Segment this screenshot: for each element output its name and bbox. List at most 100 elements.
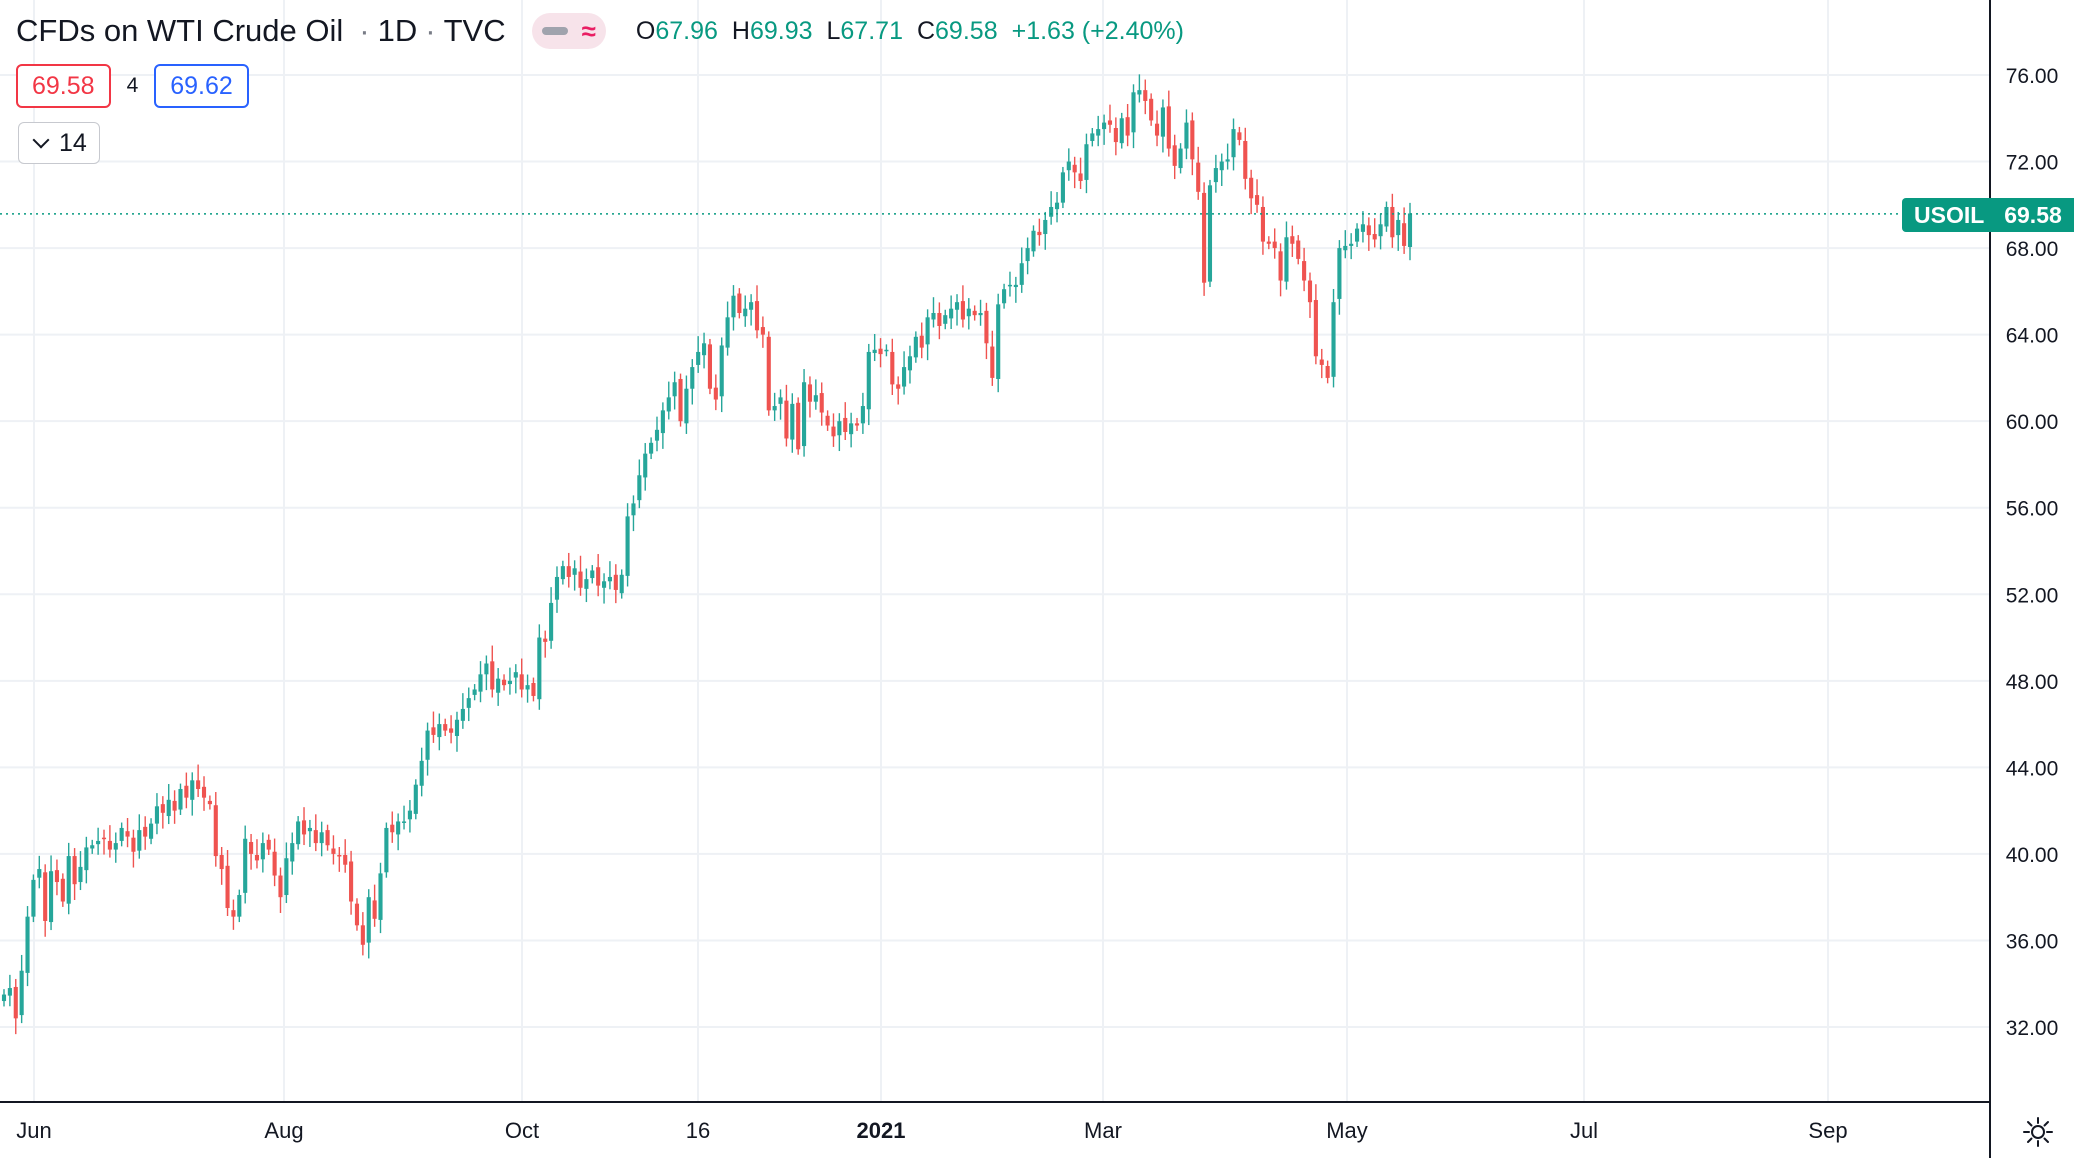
candle	[554, 566, 560, 613]
candle	[813, 379, 818, 410]
candle	[343, 839, 348, 873]
candle	[1390, 193, 1395, 248]
candle	[596, 554, 601, 597]
candle-body	[872, 349, 877, 354]
candle	[1066, 148, 1071, 181]
candle	[696, 336, 701, 373]
candle	[196, 764, 201, 798]
wave-icon[interactable]: ≈	[581, 15, 596, 46]
candle	[13, 978, 18, 1035]
candle	[825, 410, 830, 431]
candle-body	[184, 785, 189, 798]
candle	[672, 371, 677, 410]
candle	[1343, 230, 1348, 259]
y-tick-label: 32.00	[2006, 1017, 2059, 1040]
candle	[1190, 112, 1195, 176]
candle-body	[560, 566, 565, 580]
candle-body	[1066, 161, 1071, 171]
candle	[1360, 211, 1365, 243]
candle-body	[437, 724, 442, 738]
candle	[378, 862, 383, 934]
candle	[1237, 126, 1242, 146]
high-label: H	[731, 16, 750, 45]
candle	[907, 345, 913, 384]
candle	[1302, 247, 1307, 292]
candle-body	[1054, 202, 1060, 210]
candle	[566, 552, 571, 588]
candle	[219, 846, 224, 885]
candle-body	[1072, 164, 1077, 173]
candle	[390, 811, 395, 843]
candle-body	[243, 838, 248, 893]
indicator-toggle[interactable]: ≈	[531, 13, 606, 49]
candle	[1319, 348, 1324, 379]
candle-body	[1202, 192, 1207, 283]
spread-value: 4	[126, 74, 139, 97]
candle-body	[301, 820, 307, 835]
candle-body	[819, 393, 824, 413]
candle-body	[343, 854, 348, 865]
candle	[1172, 134, 1177, 180]
candle	[643, 443, 648, 491]
grid	[0, 0, 1990, 1102]
candle	[1178, 143, 1183, 174]
y-tick-label: 60.00	[2006, 411, 2059, 434]
time-axis[interactable]: Jun Aug Oct 16 2021 Mar May Jul Sep	[16, 1118, 1847, 1143]
price-axis[interactable]: 76.00 72.00 68.00 64.00 60.00 56.00 52.00 48.00…	[2006, 65, 2059, 1040]
candle-body	[307, 827, 312, 832]
candle	[1396, 211, 1401, 251]
candle-body	[1349, 243, 1354, 246]
candle	[937, 302, 942, 340]
candle	[707, 338, 713, 395]
symbol-title[interactable]: CFDs on WTI Crude Oil	[16, 13, 344, 48]
indicator-count: 14	[59, 128, 87, 157]
candle	[31, 874, 36, 923]
candle-body	[1096, 129, 1101, 136]
candle-body	[843, 417, 848, 432]
candle-body	[590, 570, 595, 579]
gear-icon[interactable]	[2022, 1116, 2054, 1148]
candle-body	[443, 724, 448, 731]
candle-body	[996, 304, 1001, 379]
candle-body	[1254, 195, 1260, 205]
candle	[437, 713, 442, 751]
candle	[684, 375, 689, 434]
sell-price-button[interactable]: 69.58	[16, 64, 111, 108]
candle	[1013, 276, 1018, 303]
candle-body	[1313, 300, 1318, 357]
candle-body	[1154, 123, 1160, 136]
candle-body	[696, 351, 701, 365]
candle	[1002, 283, 1007, 309]
candle-body	[1243, 140, 1248, 179]
candle-body	[1172, 145, 1177, 166]
candle-body	[825, 415, 830, 426]
candle	[731, 285, 736, 331]
candle	[1372, 218, 1377, 248]
interval-label[interactable]: 1D	[377, 13, 418, 48]
dash-icon[interactable]	[541, 27, 568, 35]
candle	[207, 795, 212, 810]
buy-price-button[interactable]: 69.62	[154, 64, 249, 108]
candle	[125, 817, 130, 848]
candle-body	[190, 780, 195, 800]
candle	[7, 974, 12, 1007]
candle	[443, 718, 448, 736]
candle-body	[72, 856, 77, 885]
candle-body	[460, 708, 465, 721]
candle-body	[766, 336, 771, 411]
last-price-label: 69.58	[1992, 198, 2074, 232]
candle	[296, 816, 301, 850]
candle-body	[1354, 228, 1360, 242]
candle-body	[1396, 219, 1401, 236]
chevron-down-icon	[32, 131, 50, 149]
x-tick-label: Mar	[1084, 1118, 1122, 1143]
candle-body	[49, 871, 54, 923]
candle	[831, 413, 836, 447]
candle-body	[960, 301, 965, 320]
candle	[1131, 84, 1136, 149]
collapse-indicators-button[interactable]: 14	[18, 122, 100, 164]
candle	[984, 302, 989, 360]
candle-body	[596, 567, 601, 586]
candle-body	[578, 571, 583, 588]
